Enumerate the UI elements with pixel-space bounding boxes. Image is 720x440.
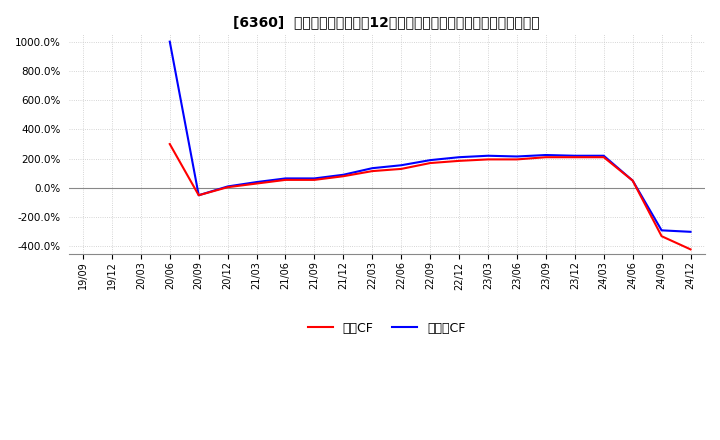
フリーCF <box>455 154 464 160</box>
営業CF <box>541 154 550 160</box>
営業CF <box>513 157 521 162</box>
営業CF <box>657 234 666 239</box>
フリーCF <box>570 153 579 158</box>
Title: [6360]  キャッシュフローの12か月移動合計の対前年同期増減率の推移: [6360] キャッシュフローの12か月移動合計の対前年同期増減率の推移 <box>233 15 540 29</box>
フリーCF <box>686 229 695 235</box>
営業CF <box>368 169 377 174</box>
営業CF <box>194 193 203 198</box>
営業CF <box>282 177 290 183</box>
フリーCF <box>368 165 377 171</box>
営業CF <box>166 141 174 147</box>
フリーCF <box>166 39 174 44</box>
フリーCF <box>484 153 492 158</box>
フリーCF <box>339 172 348 177</box>
フリーCF <box>541 152 550 158</box>
フリーCF <box>513 154 521 159</box>
営業CF <box>223 184 232 190</box>
フリーCF <box>600 153 608 158</box>
フリーCF <box>252 180 261 185</box>
Line: フリーCF: フリーCF <box>170 42 690 232</box>
営業CF <box>600 154 608 160</box>
営業CF <box>455 158 464 164</box>
営業CF <box>397 166 405 172</box>
営業CF <box>484 157 492 162</box>
営業CF <box>252 181 261 186</box>
営業CF <box>310 177 319 183</box>
フリーCF <box>194 193 203 198</box>
営業CF <box>629 178 637 183</box>
営業CF <box>686 247 695 252</box>
フリーCF <box>282 176 290 181</box>
フリーCF <box>223 184 232 189</box>
フリーCF <box>310 176 319 181</box>
営業CF <box>426 161 434 166</box>
フリーCF <box>657 228 666 233</box>
フリーCF <box>629 178 637 183</box>
営業CF <box>339 174 348 179</box>
フリーCF <box>426 158 434 163</box>
Legend: 営業CF, フリーCF: 営業CF, フリーCF <box>302 317 471 340</box>
Line: 営業CF: 営業CF <box>170 144 690 249</box>
営業CF <box>570 154 579 160</box>
フリーCF <box>397 163 405 168</box>
